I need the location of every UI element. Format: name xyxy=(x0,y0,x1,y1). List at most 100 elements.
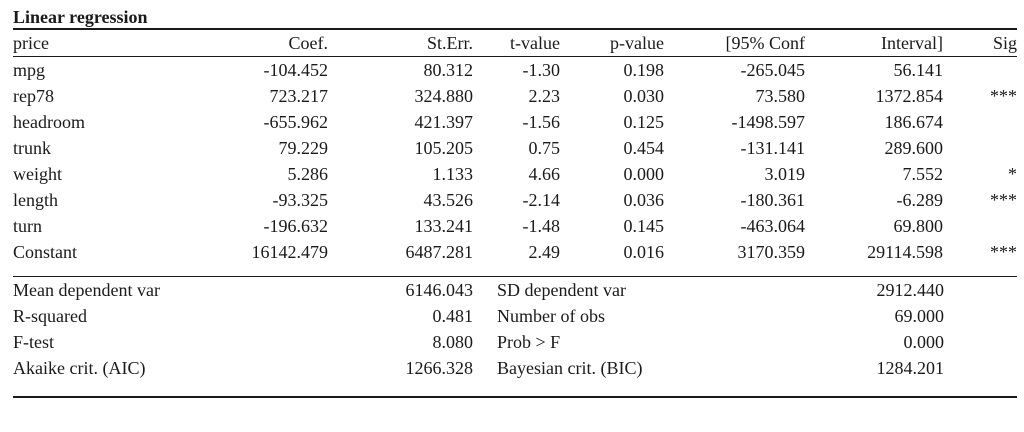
stat-spacer xyxy=(944,303,1017,329)
cell-conf-low: -1498.597 xyxy=(731,112,806,132)
cell-variable: mpg xyxy=(13,60,46,80)
cell-std-err: 1.133 xyxy=(432,164,474,184)
cell-conf-high: -6.289 xyxy=(896,190,944,210)
cell-sig xyxy=(943,57,1017,83)
cell-variable: turn xyxy=(13,216,42,236)
cell-conf-low: -131.141 xyxy=(740,138,806,158)
stat-value: 1266.328 xyxy=(405,358,474,378)
cell-variable: Constant xyxy=(13,242,78,262)
cell-coef: -93.325 xyxy=(272,190,329,210)
header-conf-low: [95% Conf xyxy=(725,33,806,53)
stat-label: Bayesian crit. (BIC) xyxy=(497,358,643,378)
cell-p-value: 0.125 xyxy=(623,112,665,132)
cell-conf-high: 29114.598 xyxy=(867,242,943,262)
cell-conf-high: 289.600 xyxy=(884,138,944,158)
cell-variable: rep78 xyxy=(13,86,54,106)
stats-row: R-squared 0.481 Number of obs 69.000 xyxy=(13,303,1017,329)
cell-conf-high: 7.552 xyxy=(902,164,944,184)
cell-coef: -104.452 xyxy=(263,60,329,80)
stat-label: Prob > F xyxy=(497,332,561,352)
header-sig: Sig xyxy=(992,33,1017,53)
cell-conf-low: -180.361 xyxy=(740,190,806,210)
cell-p-value: 0.000 xyxy=(623,164,665,184)
stats-rule xyxy=(13,276,1017,277)
stat-spacer xyxy=(944,329,1017,355)
table-row: rep78 723.217 324.880 2.23 0.030 73.580 1372.8… xyxy=(13,83,1017,109)
cell-coef: 79.229 xyxy=(278,138,329,158)
cell-coef: -655.962 xyxy=(263,112,329,132)
cell-std-err: 133.241 xyxy=(414,216,474,236)
stat-value: 0.000 xyxy=(903,332,945,352)
table-row: turn -196.632 133.241 -1.48 0.145 -463.064 69.… xyxy=(13,213,1017,239)
cell-conf-high: 56.141 xyxy=(893,60,944,80)
cell-sig: *** xyxy=(990,86,1017,106)
stat-value: 8.080 xyxy=(432,332,474,352)
cell-std-err: 105.205 xyxy=(414,138,474,158)
cell-conf-low: 3.019 xyxy=(764,164,806,184)
table-row: mpg -104.452 80.312 -1.30 0.198 -265.045 56.14… xyxy=(13,57,1017,83)
cell-variable: length xyxy=(13,190,58,210)
cell-coef: 5.286 xyxy=(287,164,329,184)
cell-std-err: 80.312 xyxy=(423,60,474,80)
cell-p-value: 0.030 xyxy=(623,86,665,106)
cell-sig xyxy=(943,135,1017,161)
stat-spacer xyxy=(944,355,1017,381)
stat-value: 2912.440 xyxy=(876,280,945,300)
cell-sig xyxy=(943,213,1017,239)
cell-p-value: 0.016 xyxy=(623,242,665,262)
header-variable: price xyxy=(13,33,49,53)
header-std-err: St.Err. xyxy=(426,33,473,53)
bottom-rule xyxy=(13,396,1017,398)
cell-std-err: 324.880 xyxy=(414,86,474,106)
table-row: length -93.325 43.526 -2.14 0.036 -180.361 -6.… xyxy=(13,187,1017,213)
cell-conf-low: 73.580 xyxy=(755,86,806,106)
cell-conf-high: 1372.854 xyxy=(875,86,944,106)
cell-conf-high: 186.674 xyxy=(884,112,944,132)
cell-t-value: -1.48 xyxy=(522,216,561,236)
cell-variable: trunk xyxy=(13,138,51,158)
cell-t-value: -1.30 xyxy=(522,60,561,80)
cell-t-value: 0.75 xyxy=(528,138,561,158)
stats-row: F-test 8.080 Prob > F 0.000 xyxy=(13,329,1017,355)
stat-value: 69.000 xyxy=(894,306,945,326)
stat-label: Akaike crit. (AIC) xyxy=(13,358,146,378)
cell-t-value: 4.66 xyxy=(528,164,561,184)
header-coef: Coef. xyxy=(288,33,329,53)
cell-variable: headroom xyxy=(13,112,85,132)
cell-p-value: 0.036 xyxy=(623,190,665,210)
stat-label: SD dependent var xyxy=(497,280,626,300)
cell-conf-high: 69.800 xyxy=(893,216,944,236)
cell-conf-low: -463.064 xyxy=(740,216,806,236)
model-stats-rows: Mean dependent var 6146.043 SD dependent v… xyxy=(13,277,1017,381)
stat-label: F-test xyxy=(13,332,55,352)
top-rule xyxy=(13,28,1017,30)
coefficient-table: price Coef. St.Err. t-value p-value [95%… xyxy=(13,30,1017,265)
cell-coef: -196.632 xyxy=(263,216,329,236)
header-conf-high: Interval] xyxy=(881,33,943,53)
cell-t-value: 2.23 xyxy=(528,86,561,106)
stat-value: 0.481 xyxy=(432,306,474,326)
table-row: Constant 16142.479 6487.281 2.49 0.016 3170.3… xyxy=(13,239,1017,265)
header-row: price Coef. St.Err. t-value p-value [95%… xyxy=(13,30,1017,57)
stat-label: Number of obs xyxy=(497,306,605,326)
cell-variable: weight xyxy=(13,164,62,184)
cell-conf-low: 3170.359 xyxy=(737,242,806,262)
header-p-value: p-value xyxy=(610,33,664,53)
stat-label: R-squared xyxy=(13,306,87,326)
cell-sig: *** xyxy=(990,190,1017,210)
table-title: Linear regression xyxy=(13,7,148,27)
cell-coef: 16142.479 xyxy=(251,242,329,262)
stats-row: Mean dependent var 6146.043 SD dependent v… xyxy=(13,277,1017,303)
cell-std-err: 6487.281 xyxy=(405,242,474,262)
table-row: trunk 79.229 105.205 0.75 0.454 -131.141 289.6… xyxy=(13,135,1017,161)
table-row: weight 5.286 1.133 4.66 0.000 3.019 7.552 * xyxy=(13,161,1017,187)
cell-std-err: 421.397 xyxy=(414,112,474,132)
stat-label: Mean dependent var xyxy=(13,280,160,300)
cell-t-value: 2.49 xyxy=(528,242,561,262)
cell-p-value: 0.198 xyxy=(623,60,665,80)
cell-sig: *** xyxy=(990,242,1017,262)
stat-value: 1284.201 xyxy=(876,358,945,378)
stat-spacer xyxy=(944,277,1017,303)
cell-t-value: -2.14 xyxy=(522,190,561,210)
cell-sig: * xyxy=(1008,164,1017,184)
